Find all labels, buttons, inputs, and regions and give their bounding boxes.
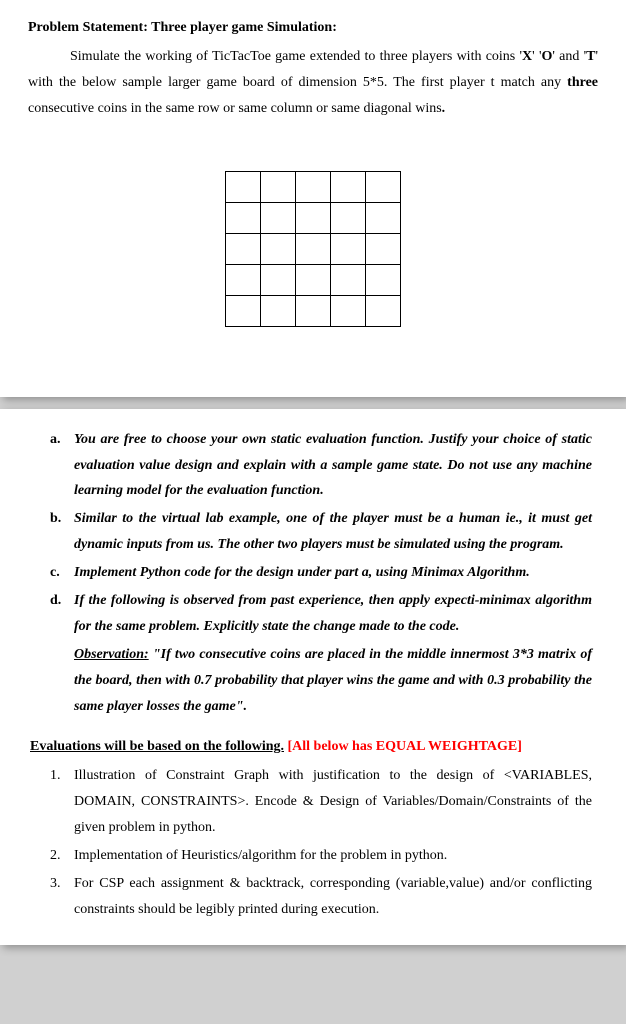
grid-cell xyxy=(225,295,261,327)
observation-line: Observation: "If two consecutive coins a… xyxy=(50,642,592,720)
subpart-c: c. Implement Python code for the design … xyxy=(50,560,592,586)
page-bottom: a. You are free to choose your own stati… xyxy=(0,409,626,945)
grid-cell xyxy=(365,171,401,203)
grid-cell xyxy=(225,202,261,234)
text-3: For CSP each assignment & backtrack, cor… xyxy=(74,876,592,917)
page-top: Problem Statement: Three player game Sim… xyxy=(0,0,626,397)
grid-cell xyxy=(225,171,261,203)
grid-container xyxy=(28,172,598,327)
subpart-a: a. You are free to choose your own stati… xyxy=(50,427,592,505)
grid-cell xyxy=(260,295,296,327)
grid-cell xyxy=(365,295,401,327)
num-item-2: 2. Implementation of Heuristics/algorith… xyxy=(50,843,592,869)
num-item-3: 3. For CSP each assignment & backtrack, … xyxy=(50,871,592,923)
marker-c: c. xyxy=(50,560,60,586)
grid-cell xyxy=(330,233,366,265)
text-2: Implementation of Heuristics/algorithm f… xyxy=(74,848,447,863)
grid-cell xyxy=(260,233,296,265)
eval-heading-underline: Evaluations will be based on the followi… xyxy=(30,739,284,754)
intro-paragraph: Simulate the working of TicTacToe game e… xyxy=(28,44,598,122)
grid-cell xyxy=(330,264,366,296)
grid-cell xyxy=(295,171,331,203)
grid-cell xyxy=(260,264,296,296)
observation-label: Observation: xyxy=(74,647,149,662)
coin-x: X xyxy=(522,49,532,64)
marker-1: 1. xyxy=(50,763,61,789)
para-seg3: ' and ' xyxy=(552,49,586,64)
eval-heading-red: [All below has EQUAL WEIGHTAGE] xyxy=(284,739,522,754)
marker-b: b. xyxy=(50,506,61,532)
eval-heading: Evaluations will be based on the followi… xyxy=(30,739,592,755)
subparts-list: a. You are free to choose your own stati… xyxy=(50,427,592,640)
text-c: Implement Python code for the design und… xyxy=(74,565,530,580)
marker-3: 3. xyxy=(50,871,61,897)
period-bold: . xyxy=(442,101,446,116)
text-b: Similar to the virtual lab example, one … xyxy=(74,511,592,552)
grid-cell xyxy=(225,264,261,296)
marker-a: a. xyxy=(50,427,61,453)
para-seg1: Simulate the working of TicTacToe game e… xyxy=(70,49,522,64)
marker-d: d. xyxy=(50,588,61,614)
text-a: You are free to choose your own static e… xyxy=(74,432,592,499)
text-d: If the following is observed from past e… xyxy=(74,593,592,634)
coin-o: O xyxy=(541,49,552,64)
grid-cell xyxy=(365,233,401,265)
grid-cell xyxy=(365,202,401,234)
game-board-grid xyxy=(226,172,401,327)
num-item-1: 1. Illustration of Constraint Graph with… xyxy=(50,763,592,841)
grid-cell xyxy=(330,171,366,203)
subpart-d: d. If the following is observed from pas… xyxy=(50,588,592,640)
grid-cell xyxy=(225,233,261,265)
grid-cell xyxy=(295,202,331,234)
three-bold: three xyxy=(567,75,598,90)
grid-cell xyxy=(330,295,366,327)
grid-cell xyxy=(260,202,296,234)
para-seg5: consecutive coins in the same row or sam… xyxy=(28,101,442,116)
problem-title: Problem Statement: Three player game Sim… xyxy=(28,20,598,36)
text-1: Illustration of Constraint Graph with ju… xyxy=(74,768,592,835)
subpart-b: b. Similar to the virtual lab example, o… xyxy=(50,506,592,558)
marker-2: 2. xyxy=(50,843,61,869)
grid-cell xyxy=(295,233,331,265)
observation-text: "If two consecutive coins are placed in … xyxy=(74,647,592,714)
grid-cell xyxy=(330,202,366,234)
grid-cell xyxy=(260,171,296,203)
numbered-list: 1. Illustration of Constraint Graph with… xyxy=(50,763,592,922)
grid-cell xyxy=(295,264,331,296)
grid-cell xyxy=(295,295,331,327)
grid-cell xyxy=(365,264,401,296)
